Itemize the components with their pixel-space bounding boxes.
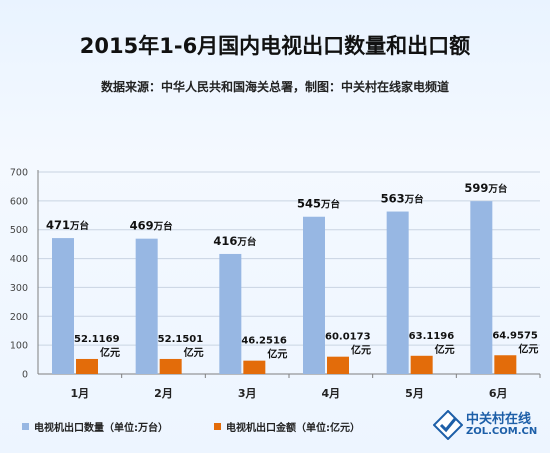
legend-item-qty: 电视机出口数量（单位:万台） [22, 419, 168, 434]
bar-qty [470, 201, 493, 374]
logo-text-en: ZOL.COM.CN [466, 425, 538, 437]
bar-amount [327, 356, 349, 374]
x-tick-label: 6月 [489, 387, 508, 400]
y-tick-label: 0 [22, 370, 28, 381]
bar-qty [135, 238, 158, 374]
data-label-qty: 471万台 [46, 218, 90, 232]
data-label-amount: 64.9575 [492, 330, 538, 341]
legend-label-amount: 电视机出口金额（单位:亿元） [226, 422, 360, 434]
legend-item-amount: 电视机出口金额（单位:亿元） [214, 419, 360, 434]
x-tick-label: 3月 [238, 387, 257, 400]
data-label-amount-unit: 亿元 [184, 346, 204, 359]
zol-logo-icon [433, 410, 463, 440]
bar-amount [410, 355, 433, 374]
y-tick-label: 100 [10, 341, 28, 352]
logo-text-cn: 中关村在线 [466, 411, 532, 427]
data-label-amount-unit: 亿元 [100, 346, 120, 359]
chart-subtitle: 数据来源：中华人民共和国海关总署，制图：中关村在线家电频道 [100, 80, 449, 94]
y-tick-label: 700 [10, 168, 28, 179]
y-tick-label: 300 [10, 283, 28, 294]
data-label-amount: 52.1501 [158, 334, 204, 345]
data-label-amount-unit: 亿元 [518, 342, 538, 355]
y-tick-label: 200 [10, 312, 28, 323]
data-label-qty: 545万台 [297, 197, 341, 211]
data-label-qty: 469万台 [130, 219, 174, 233]
data-label-amount: 52.1169 [74, 334, 120, 345]
data-label-qty: 599万台 [464, 181, 508, 195]
y-tick-label: 500 [10, 225, 28, 236]
data-label-amount-unit: 亿元 [351, 344, 371, 357]
data-label-amount: 46.2516 [241, 336, 287, 347]
data-label-amount-unit: 亿元 [267, 348, 287, 361]
data-label-amount: 60.0173 [325, 332, 371, 343]
x-tick-label: 1月 [71, 387, 90, 400]
y-tick-label: 400 [10, 254, 28, 265]
x-tick-label: 2月 [154, 387, 173, 400]
data-label-qty: 416万台 [213, 234, 257, 248]
y-tick-label: 600 [10, 196, 28, 207]
legend-swatch-amount [214, 422, 221, 430]
data-label-qty: 563万台 [381, 192, 425, 206]
bar-qty [386, 211, 409, 374]
bar-amount [159, 358, 182, 374]
legend-label-qty: 电视机出口数量（单位:万台） [34, 422, 168, 434]
chart-legend: 电视机出口数量（单位:万台） 电视机出口金额（单位:亿元） [22, 416, 360, 436]
legend-swatch-qty [22, 422, 29, 430]
chart-title: 2015年1-6月国内电视出口数量和出口额 [79, 34, 471, 58]
zol-logo: 中关村在线 ZOL.COM.CN [433, 407, 545, 443]
bar-qty [52, 238, 74, 374]
bar-amount [494, 355, 517, 374]
bar-amount [76, 358, 98, 374]
bar-qty [303, 216, 325, 374]
bar-amount [243, 360, 266, 374]
data-label-amount-unit: 亿元 [435, 343, 455, 356]
data-label-amount: 63.1196 [409, 331, 455, 342]
x-tick-label: 4月 [322, 387, 341, 400]
x-tick-label: 5月 [405, 387, 424, 400]
bar-qty [219, 253, 242, 374]
